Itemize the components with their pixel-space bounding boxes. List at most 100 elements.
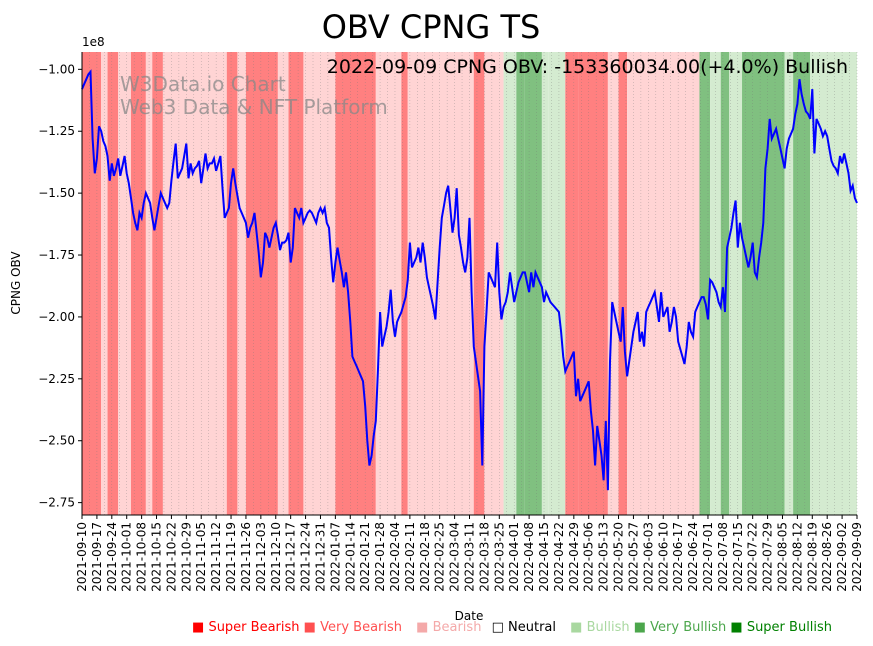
x-tick-label: 2022-01-28 <box>373 522 387 592</box>
band-bullish-24 <box>548 52 566 515</box>
legend-bearish-swatch: ■ <box>416 620 429 635</box>
band-very-bearish-2 <box>107 52 119 515</box>
obv-series-line <box>81 69 858 491</box>
x-tick-label: 2022-08-12 <box>790 522 804 592</box>
x-tick-label: 2022-06-03 <box>641 522 655 592</box>
x-tick-label: 2022-07-01 <box>701 522 715 592</box>
x-tick-label: 2021-11-26 <box>239 522 253 592</box>
x-tick-label: 2022-09-09 <box>850 522 864 592</box>
x-tick-label: 2022-05-27 <box>626 522 640 592</box>
band-bearish-27 <box>607 52 619 515</box>
x-tick-label: 2021-10-22 <box>164 522 178 592</box>
x-tick-label: 2021-12-24 <box>299 522 313 592</box>
x-tick-label: 2022-02-11 <box>403 522 417 592</box>
band-bullish-23 <box>541 52 549 515</box>
x-tick-label: 2021-10-29 <box>179 522 193 592</box>
band-bullish-33 <box>729 52 743 515</box>
band-very-bearish-16 <box>401 52 408 515</box>
x-tick-label: 2021-09-10 <box>75 522 89 592</box>
y-tick-label: −1.25 <box>38 124 75 138</box>
x-tick-label: 2022-04-08 <box>522 522 536 592</box>
band-bearish-15 <box>375 52 402 515</box>
legend-very-bullish-swatch: ■ <box>633 620 647 635</box>
x-tick-label: 2022-01-14 <box>343 522 357 592</box>
x-tick-label: 2022-03-11 <box>463 522 477 592</box>
legend-neutral: □ Neutral <box>491 620 556 635</box>
x-tick-label: 2021-11-12 <box>209 522 223 592</box>
x-tick-label: 2022-05-20 <box>612 522 626 592</box>
x-tick-label: 2021-10-08 <box>135 522 149 592</box>
x-tick-label: 2022-09-02 <box>835 522 849 592</box>
legend-neutral-swatch: □ <box>491 620 504 635</box>
x-tick-label: 2022-04-29 <box>567 522 581 592</box>
legend-very-bearish-swatch: ■ <box>303 620 316 635</box>
band-bearish-17 <box>407 52 474 515</box>
x-tick-label: 2022-07-29 <box>761 522 775 592</box>
band-very-bullish-30 <box>699 52 711 515</box>
y-tick-label: −1.50 <box>38 186 75 200</box>
x-tick-label: 2022-08-05 <box>775 522 789 592</box>
band-very-bearish-4 <box>130 52 146 515</box>
x-tick-label: 2021-12-03 <box>254 522 268 592</box>
x-tick-label: 2021-10-15 <box>150 522 164 592</box>
band-very-bullish-21 <box>516 52 525 515</box>
band-bearish-13 <box>303 52 336 515</box>
legend-bullish-swatch: ■ <box>570 620 583 635</box>
band-very-bearish-14 <box>335 52 376 515</box>
chart-subtitle: 2022-09-09 CPNG OBV: -153360034.00(+4.0%… <box>327 56 848 78</box>
watermark-line-1: W3Data.io Chart <box>120 72 286 96</box>
x-tick-label: 2021-12-10 <box>269 522 283 592</box>
legend-very-bullish: ■ Very Bullish <box>633 620 727 635</box>
band-bullish-37 <box>810 52 857 515</box>
x-tick-label: 2022-02-25 <box>433 522 447 592</box>
legend-super-bearish: ■ Super Bearish <box>192 620 300 635</box>
x-tick-label: 2022-05-06 <box>582 522 596 592</box>
x-tick-label: 2022-04-01 <box>507 522 521 592</box>
band-very-bearish-10 <box>245 52 278 515</box>
legend-very-bearish: ■ Very Bearish <box>303 620 402 635</box>
band-bearish-3 <box>118 52 131 515</box>
band-very-bullish-34 <box>742 52 785 515</box>
x-tick-label: 2021-12-17 <box>284 522 298 592</box>
band-very-bearish-6 <box>152 52 163 515</box>
legend: ■ Super Bearish ■ Very Bearish ■ Bearish… <box>192 620 832 635</box>
x-tick-label: 2022-04-15 <box>537 522 551 592</box>
x-tick-label: 2022-01-07 <box>328 522 342 592</box>
x-tick-label: 2022-02-04 <box>388 522 402 592</box>
band-very-bearish-28 <box>618 52 628 515</box>
x-tick-label: 2022-06-17 <box>671 522 685 592</box>
x-tick-label: 2022-07-08 <box>716 522 730 592</box>
x-tick-label: 2021-12-31 <box>313 522 327 592</box>
band-very-bearish-8 <box>226 52 238 515</box>
vertical-gridlines <box>81 52 858 515</box>
legend-bearish: ■ Bearish <box>416 620 482 635</box>
x-tick-label: 2021-09-17 <box>90 522 104 592</box>
y-tick-label: −2.50 <box>38 434 75 448</box>
y-multiplier-label: 1e8 <box>82 35 105 49</box>
band-very-bearish-18 <box>473 52 485 515</box>
x-tick-label: 2022-03-04 <box>448 522 462 592</box>
x-tick-label: 2022-08-26 <box>820 522 834 592</box>
x-tick-label: 2022-08-19 <box>805 522 819 592</box>
sentiment-bands <box>82 52 857 515</box>
band-bullish-35 <box>784 52 794 515</box>
x-tick-label: 2022-06-10 <box>656 522 670 592</box>
legend-bullish: ■ Bullish <box>570 620 630 635</box>
y-tick-label: −2.00 <box>38 310 75 324</box>
band-bearish-7 <box>162 52 227 515</box>
band-very-bearish-12 <box>288 52 304 515</box>
x-tick-label: 2021-10-01 <box>120 522 134 592</box>
x-tick-label: 2022-07-22 <box>746 522 760 592</box>
band-very-bullish-36 <box>793 52 811 515</box>
y-tick-label: −2.75 <box>38 496 75 510</box>
y-axis-label: CPNG OBV <box>9 251 23 315</box>
legend-super-bearish-swatch: ■ <box>192 620 205 635</box>
x-tick-label: 2022-01-21 <box>358 522 372 592</box>
band-bearish-9 <box>237 52 246 515</box>
x-tick-label: 2022-05-13 <box>597 522 611 592</box>
y-tick-label: −1.75 <box>38 248 75 262</box>
x-tick-label: 2022-03-25 <box>492 522 506 592</box>
x-tick-label: 2022-02-18 <box>418 522 432 592</box>
x-tick-label: 2021-11-19 <box>224 522 238 592</box>
chart-title: OBV CPNG TS <box>322 8 541 46</box>
